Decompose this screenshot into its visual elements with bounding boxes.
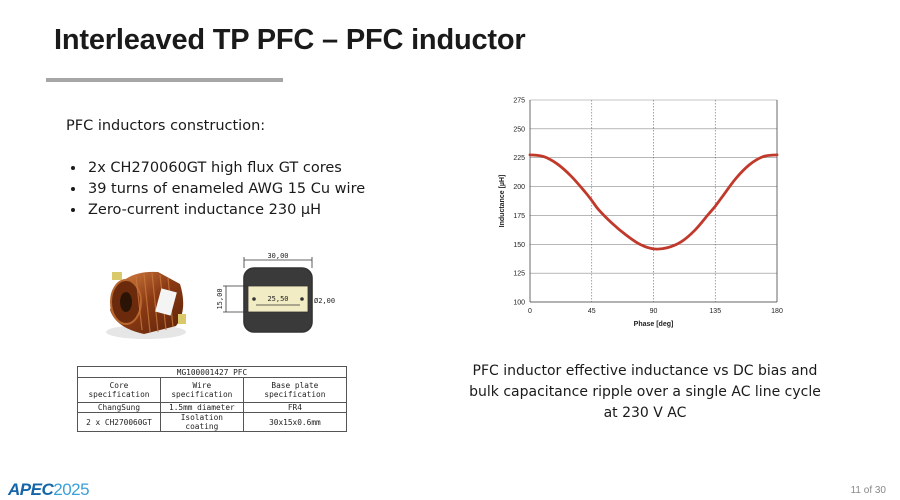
bullet-item: 39 turns of enameled AWG 15 Cu wire <box>86 179 396 200</box>
logo-part1: APEC <box>8 480 54 499</box>
height-dimension: 15,00 <box>216 288 224 309</box>
x-tick-label: 45 <box>588 308 596 315</box>
y-tick-label: 150 <box>513 242 525 249</box>
spec-table-cell: 2 x CH270060GT <box>77 412 161 432</box>
y-axis-label: Inductance [µH] <box>499 175 506 228</box>
y-tick-label: 100 <box>513 300 525 307</box>
x-axis-label: Phase [deg] <box>634 321 674 328</box>
title-underline <box>46 78 283 82</box>
x-tick-label: 90 <box>650 308 658 315</box>
spec-table-header: Base plate specification <box>242 377 348 403</box>
spec-table-header: Core specification <box>77 377 161 403</box>
inductance-chart: 100 125 150 175 200 225 250 275 0 45 90 135 180 Phase… <box>499 98 783 329</box>
inductor-photo <box>106 271 186 339</box>
y-tick-label: 225 <box>513 155 525 162</box>
dimension-drawing: 30,00 15,00 25,50 Ø2,00 <box>216 252 335 333</box>
logo-part2: 2025 <box>53 480 90 499</box>
y-tick-label: 125 <box>513 271 525 278</box>
inner-dimension: 25,50 <box>267 295 288 303</box>
hole-dimension: Ø2,00 <box>314 297 335 305</box>
inductance-series-line <box>528 153 779 251</box>
slide-title: Interleaved TP PFC – PFC inductor <box>54 24 526 56</box>
chart-caption: PFC inductor effective inductance vs DC … <box>455 361 835 424</box>
y-tick-label: 175 <box>513 213 525 220</box>
construction-text: PFC inductors construction: 2x CH270060G… <box>66 116 396 221</box>
x-tick-label: 135 <box>709 308 721 315</box>
x-tick-label: 180 <box>771 308 783 315</box>
caption-line: bulk capacitance ripple over a single AC… <box>469 384 821 400</box>
x-tick-label: 0 <box>528 308 532 315</box>
y-tick-label: 250 <box>513 126 525 133</box>
y-tick-label: 200 <box>513 184 525 191</box>
spec-table: MG100001427 PFC Core specification Wire … <box>77 366 348 432</box>
bullet-item: Zero-current inductance 230 µH <box>86 200 396 221</box>
spec-table-cell: FR4 <box>242 402 348 413</box>
apec-logo: APEC2025 <box>8 480 90 500</box>
spec-table-cell: 1.5mm diameter <box>159 402 244 413</box>
construction-heading: PFC inductors construction: <box>66 118 266 134</box>
spec-table-cell: 30x15x0.6mm <box>242 412 348 432</box>
spec-table-cell: ChangSung <box>77 402 161 413</box>
width-dimension: 30,00 <box>267 252 288 260</box>
caption-line: at 230 V AC <box>603 405 687 421</box>
y-tick-label: 275 <box>513 98 525 105</box>
spec-table-title: MG100001427 PFC <box>77 366 347 378</box>
bullet-item: 2x CH270060GT high flux GT cores <box>86 158 396 179</box>
caption-line: PFC inductor effective inductance vs DC … <box>472 363 818 379</box>
spec-table-cell: Isolation coating <box>159 412 244 432</box>
spec-table-header: Wire specification <box>159 377 244 403</box>
construction-bullets: 2x CH270060GT high flux GT cores 39 turn… <box>66 158 396 221</box>
page-number: 11 of 30 <box>850 485 886 496</box>
